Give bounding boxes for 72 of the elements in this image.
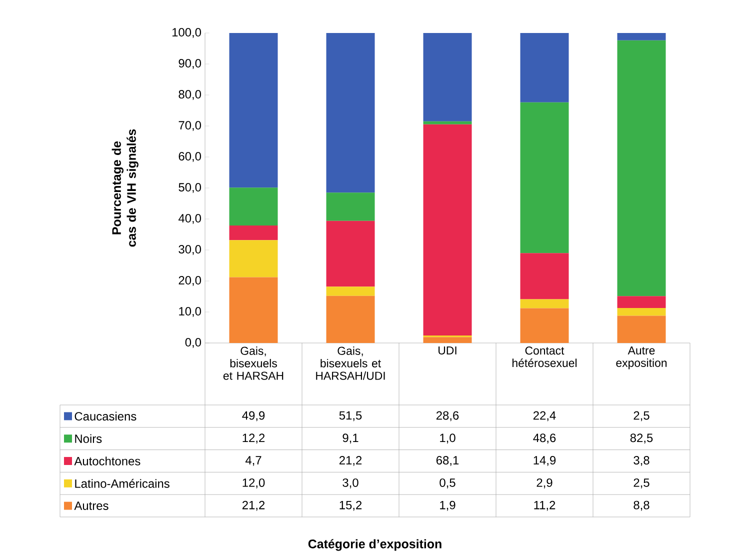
data-label: 1,9 [440, 500, 456, 511]
legend-label: Latino-Américains [75, 478, 170, 488]
bar [520, 308, 569, 343]
data-label: 2,5 [634, 411, 650, 422]
bar [520, 253, 569, 300]
y-tick-label: 50,0 [178, 183, 202, 193]
bar [229, 240, 278, 278]
data-label: 3,0 [342, 478, 358, 488]
data-label: 14,9 [534, 456, 556, 466]
y-tick-label: 80,0 [178, 90, 202, 100]
bar [229, 277, 278, 343]
data-label: 12,0 [242, 478, 265, 488]
bar [423, 337, 472, 343]
data-label: 2,9 [536, 478, 552, 488]
data-label: 21,2 [242, 500, 265, 511]
data-label: 22,4 [533, 411, 556, 422]
bar [423, 121, 472, 124]
y-tick-label: 10,0 [179, 307, 202, 317]
x-tick-label: Gais, bisexuels et HARSAH [223, 346, 284, 380]
data-label: 0,5 [440, 478, 456, 488]
legend-label: Autres [74, 502, 108, 510]
data-label: 48,6 [533, 434, 556, 444]
text: Catégorie d’exposition [308, 539, 442, 551]
y-tick-label: 40,0 [178, 214, 202, 224]
bar [229, 188, 278, 226]
bar [229, 32, 278, 188]
bar [326, 192, 375, 221]
y-tick-label: 100,0 [172, 28, 202, 38]
data-label: 51,5 [339, 411, 362, 422]
y-tick-label: 90,0 [178, 59, 202, 69]
x-tick-label: UDI [438, 346, 456, 354]
y-tick-label: 30,0 [178, 245, 202, 255]
data-label: 15,2 [340, 500, 362, 511]
bar [617, 316, 666, 343]
bar [326, 220, 375, 287]
legend-label: Autochtones [74, 456, 140, 466]
bar [326, 296, 375, 343]
y-tick-label: 20,0 [178, 276, 202, 286]
y-tick-label: 0,0 [185, 338, 202, 348]
data-label: 12,2 [242, 434, 265, 444]
data-label: 28,6 [436, 411, 459, 422]
bar [617, 40, 666, 296]
x-tick-label: Contact hétérosexuel [512, 346, 577, 368]
bar [423, 124, 472, 336]
bar [520, 299, 569, 308]
data-label: 2,5 [634, 478, 650, 488]
bar [326, 286, 375, 296]
data-label: 4,7 [245, 456, 262, 466]
data-label: 11,2 [534, 500, 556, 511]
bar [229, 225, 278, 240]
bar [326, 32, 375, 193]
bar [617, 296, 666, 308]
legend-label: Caucasiens [74, 412, 136, 421]
bar [520, 102, 569, 254]
bar [617, 308, 666, 316]
data-label: 68,1 [436, 456, 459, 466]
data-label: 82,5 [630, 434, 653, 444]
bar [520, 32, 569, 102]
bar [423, 32, 472, 122]
data-label: 9,1 [342, 434, 358, 444]
data-label: 3,8 [634, 456, 650, 466]
y-axis-title: Pourcentage de cas de VIH signalés [112, 129, 138, 247]
x-tick-label: Autre exposition [616, 346, 667, 370]
x-tick-label: Gais, bisexuels et HARSAH/UDI [316, 346, 385, 380]
data-label: 21,2 [339, 456, 362, 466]
data-label: 1,0 [440, 434, 456, 444]
bar [617, 32, 666, 40]
y-tick-label: 60,0 [178, 152, 202, 162]
legend-label: Noirs [75, 434, 102, 443]
data-label: 8,8 [634, 500, 650, 511]
y-tick-label: 70,0 [178, 121, 202, 131]
data-label: 49,9 [242, 411, 265, 422]
